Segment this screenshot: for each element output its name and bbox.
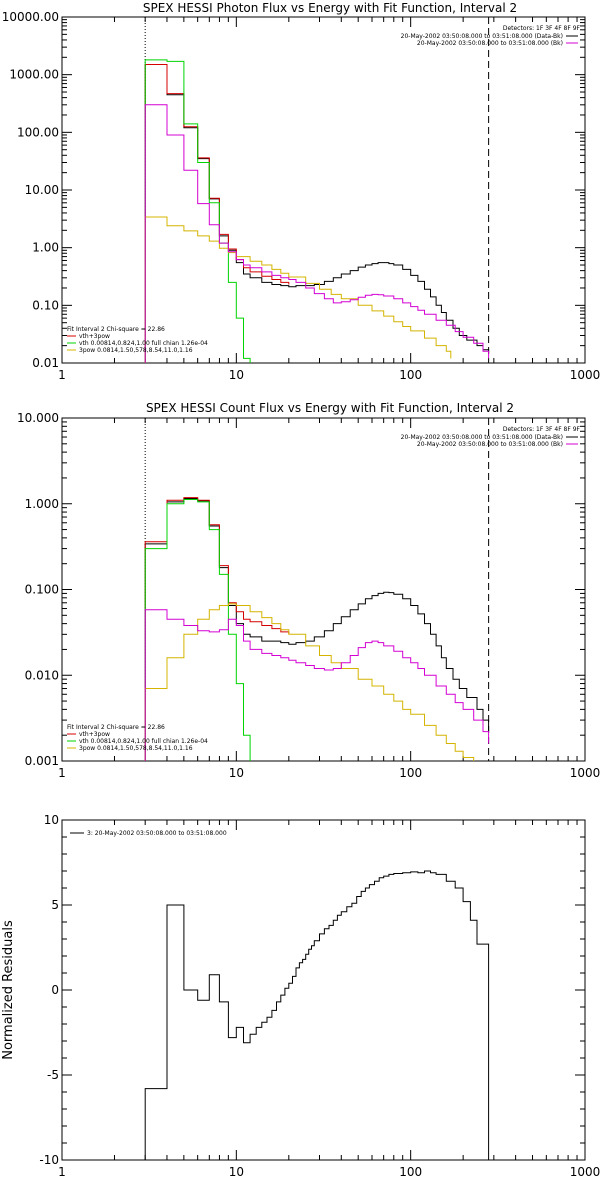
photon-ytick-label: 0.10 xyxy=(32,298,59,312)
photon-ytick-label: 1000.00 xyxy=(9,68,59,82)
count-ytick-label: 10.000 xyxy=(17,411,59,425)
residuals-plot-frame xyxy=(61,819,586,1161)
photon-legend-left-label: Fit Interval 2 Chi-square = 22.86 xyxy=(67,326,165,333)
count-legend-right-label: 20-May-2002 03:50:08.000 to 03:51:08.000… xyxy=(417,441,563,448)
residuals-series-group xyxy=(144,870,490,1160)
count-xtick-label: 100 xyxy=(399,766,422,780)
residuals-ytick-label: -10 xyxy=(39,1153,59,1167)
photon-axes: 1 10 100 1000 0.01 0.10 1.00 10.00 100.00 1000.00… xyxy=(2,10,600,382)
residuals-ytick-label: 10 xyxy=(44,813,59,827)
photon-ytick-label: 10.00 xyxy=(25,183,59,197)
photon-ytick-label: 1.00 xyxy=(32,241,59,255)
photon-series-vth xyxy=(144,59,251,363)
photon-series-20-may-2002-03-50-08-000-to-03-51-08-000-bk xyxy=(144,104,490,363)
photon-ytick-label: 10000.00 xyxy=(2,10,59,24)
count-legend-left-label: vth+3pow xyxy=(79,731,110,738)
count-ytick-label: 0.100 xyxy=(25,583,59,597)
photon-ytick-label: 0.01 xyxy=(32,356,59,370)
count-ytick-label: 0.001 xyxy=(25,754,59,768)
count-series-3pow xyxy=(144,603,475,761)
photon-xtick-label: 1000 xyxy=(570,368,600,382)
residuals-xtick-label: 1 xyxy=(58,1165,66,1179)
photon-legend-left: Fit Interval 2 Chi-square = 22.86vth+3po… xyxy=(67,326,208,354)
count-legend-right-label: 20-May-2002 03:50:08.000 to 03:51:08.000… xyxy=(401,434,563,441)
count-ytick-label: 0.010 xyxy=(25,668,59,682)
photon-legend-right-label: 20-May-2002 03:50:08.000 to 03:51:08.000… xyxy=(401,33,563,40)
photon-xtick-label: 1 xyxy=(58,368,66,382)
residuals-ytick-label: 0 xyxy=(51,983,59,997)
count-legend-left: Fit Interval 2 Chi-square = 22.86vth+3po… xyxy=(67,724,208,752)
residuals-ytick-label: 5 xyxy=(51,898,59,912)
count-series-group xyxy=(144,497,490,761)
count-ytick-label: 1.000 xyxy=(25,497,59,511)
photon-legend-left-label: vth 0.00814,0.824,1.00 full chian 1.26e-… xyxy=(79,340,208,347)
photon-xtick-label: 10 xyxy=(229,368,244,382)
residuals-legend-label: 3: 20-May-2002 03:50:08.000 to 03:51:08.… xyxy=(87,830,227,837)
residuals-axes: 1 10 100 1000 -10 -5 0 5 10 xyxy=(39,813,600,1179)
residuals-series-3-20-may-2002-03-50-08-000-to-03-51-08-000 xyxy=(144,870,490,1160)
photon-legend-left-label: vth+3pow xyxy=(79,333,110,340)
residuals-ylabel: Normalized Residuals xyxy=(1,920,16,1060)
count-flux-panel: SPEX HESSI Count Flux vs Energy with Fit… xyxy=(17,401,600,780)
photon-xtick-label: 100 xyxy=(399,368,422,382)
photon-legend-right-label: 20-May-2002 03:50:08.000 to 03:51:08.000… xyxy=(417,40,563,47)
photon-series-group xyxy=(144,59,490,363)
photon-series-3pow xyxy=(144,216,452,363)
count-xtick-label: 10 xyxy=(229,766,244,780)
count-xtick-label: 1000 xyxy=(570,766,600,780)
residuals-panel: 1 10 100 1000 -10 -5 0 5 10 3: 20-May-2002 03:50… xyxy=(1,813,600,1179)
photon-legend-right: 20-May-2002 03:50:08.000 to 03:51:08.000… xyxy=(401,33,578,47)
count-legend-left-label: Fit Interval 2 Chi-square = 22.86 xyxy=(67,724,165,731)
photon-series-20-may-2002-03-50-08-000-to-03-51-08-000-data-bk xyxy=(144,64,490,363)
photon-flux-panel: SPEX HESSI Photon Flux vs Energy with Fi… xyxy=(2,1,600,382)
count-series-vth-3pow xyxy=(144,497,290,761)
count-legend-right: 20-May-2002 03:50:08.000 to 03:51:08.000… xyxy=(401,434,578,448)
residuals-xtick-label: 100 xyxy=(399,1165,422,1179)
count-series-20-may-2002-03-50-08-000-to-03-51-08-000-bk xyxy=(144,609,490,761)
residuals-legend: 3: 20-May-2002 03:50:08.000 to 03:51:08.… xyxy=(70,830,227,837)
count-legend-left-label: 3pow 0.0814,1.50,578,8.54,11.0,1.16 xyxy=(79,745,193,752)
photon-legend-left-label: 3pow 0.0814,1.50,578,8.54,11.0,1.16 xyxy=(79,347,193,354)
count-legend-left-label: vth 0.00814,0.824,1.00 full chian 1.26e-… xyxy=(79,738,208,745)
count-series-vth xyxy=(144,499,251,761)
residuals-xtick-label: 10 xyxy=(229,1165,244,1179)
count-detectors-label: Detectors: 1F 3F 4F 8F 9F xyxy=(503,426,581,433)
photon-chart-title: SPEX HESSI Photon Flux vs Energy with Fi… xyxy=(143,1,517,15)
photon-ytick-label: 100.00 xyxy=(17,125,59,139)
photon-plot-frame xyxy=(61,16,586,364)
residuals-ytick-label: -5 xyxy=(47,1068,59,1082)
residuals-xtick-label: 1000 xyxy=(570,1165,600,1179)
count-series-20-may-2002-03-50-08-000-to-03-51-08-000-data-bk xyxy=(144,498,490,761)
count-plot-frame xyxy=(61,417,586,762)
photon-detectors-label: Detectors: 1F 3F 4F 8F 9F xyxy=(503,25,581,32)
count-xtick-label: 1 xyxy=(58,766,66,780)
count-chart-title: SPEX HESSI Count Flux vs Energy with Fit… xyxy=(146,401,514,415)
